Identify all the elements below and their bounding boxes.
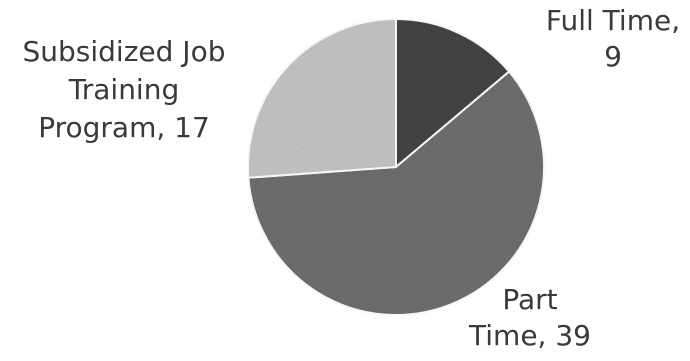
- slice-label-3-line-3: Program, 17: [38, 111, 210, 144]
- pie-slice-2: [247, 70, 545, 316]
- slice-label-3: Subsidized Job Training Program, 17: [23, 35, 226, 144]
- slice-label-3-line-2: Training: [68, 73, 179, 106]
- pie-slice-1: [395, 17, 511, 170]
- slice-label-1-line-2: 9: [604, 40, 622, 73]
- slice-label-2: Part Time, 39: [468, 283, 591, 352]
- slice-label-2-line-1: Part: [502, 283, 557, 316]
- slice-label-1-line-1: Full Time,: [546, 4, 680, 37]
- pie-slices: [247, 17, 545, 316]
- slice-labels: Full Time, 9 Part Time, 39 Subsidized Job Tra…: [23, 4, 681, 352]
- pie-slice-3: [247, 17, 397, 179]
- slice-label-2-line-2: Time, 39: [468, 319, 591, 352]
- slice-label-1: Full Time, 9: [546, 4, 680, 73]
- slice-label-3-line-1: Subsidized Job: [23, 35, 226, 68]
